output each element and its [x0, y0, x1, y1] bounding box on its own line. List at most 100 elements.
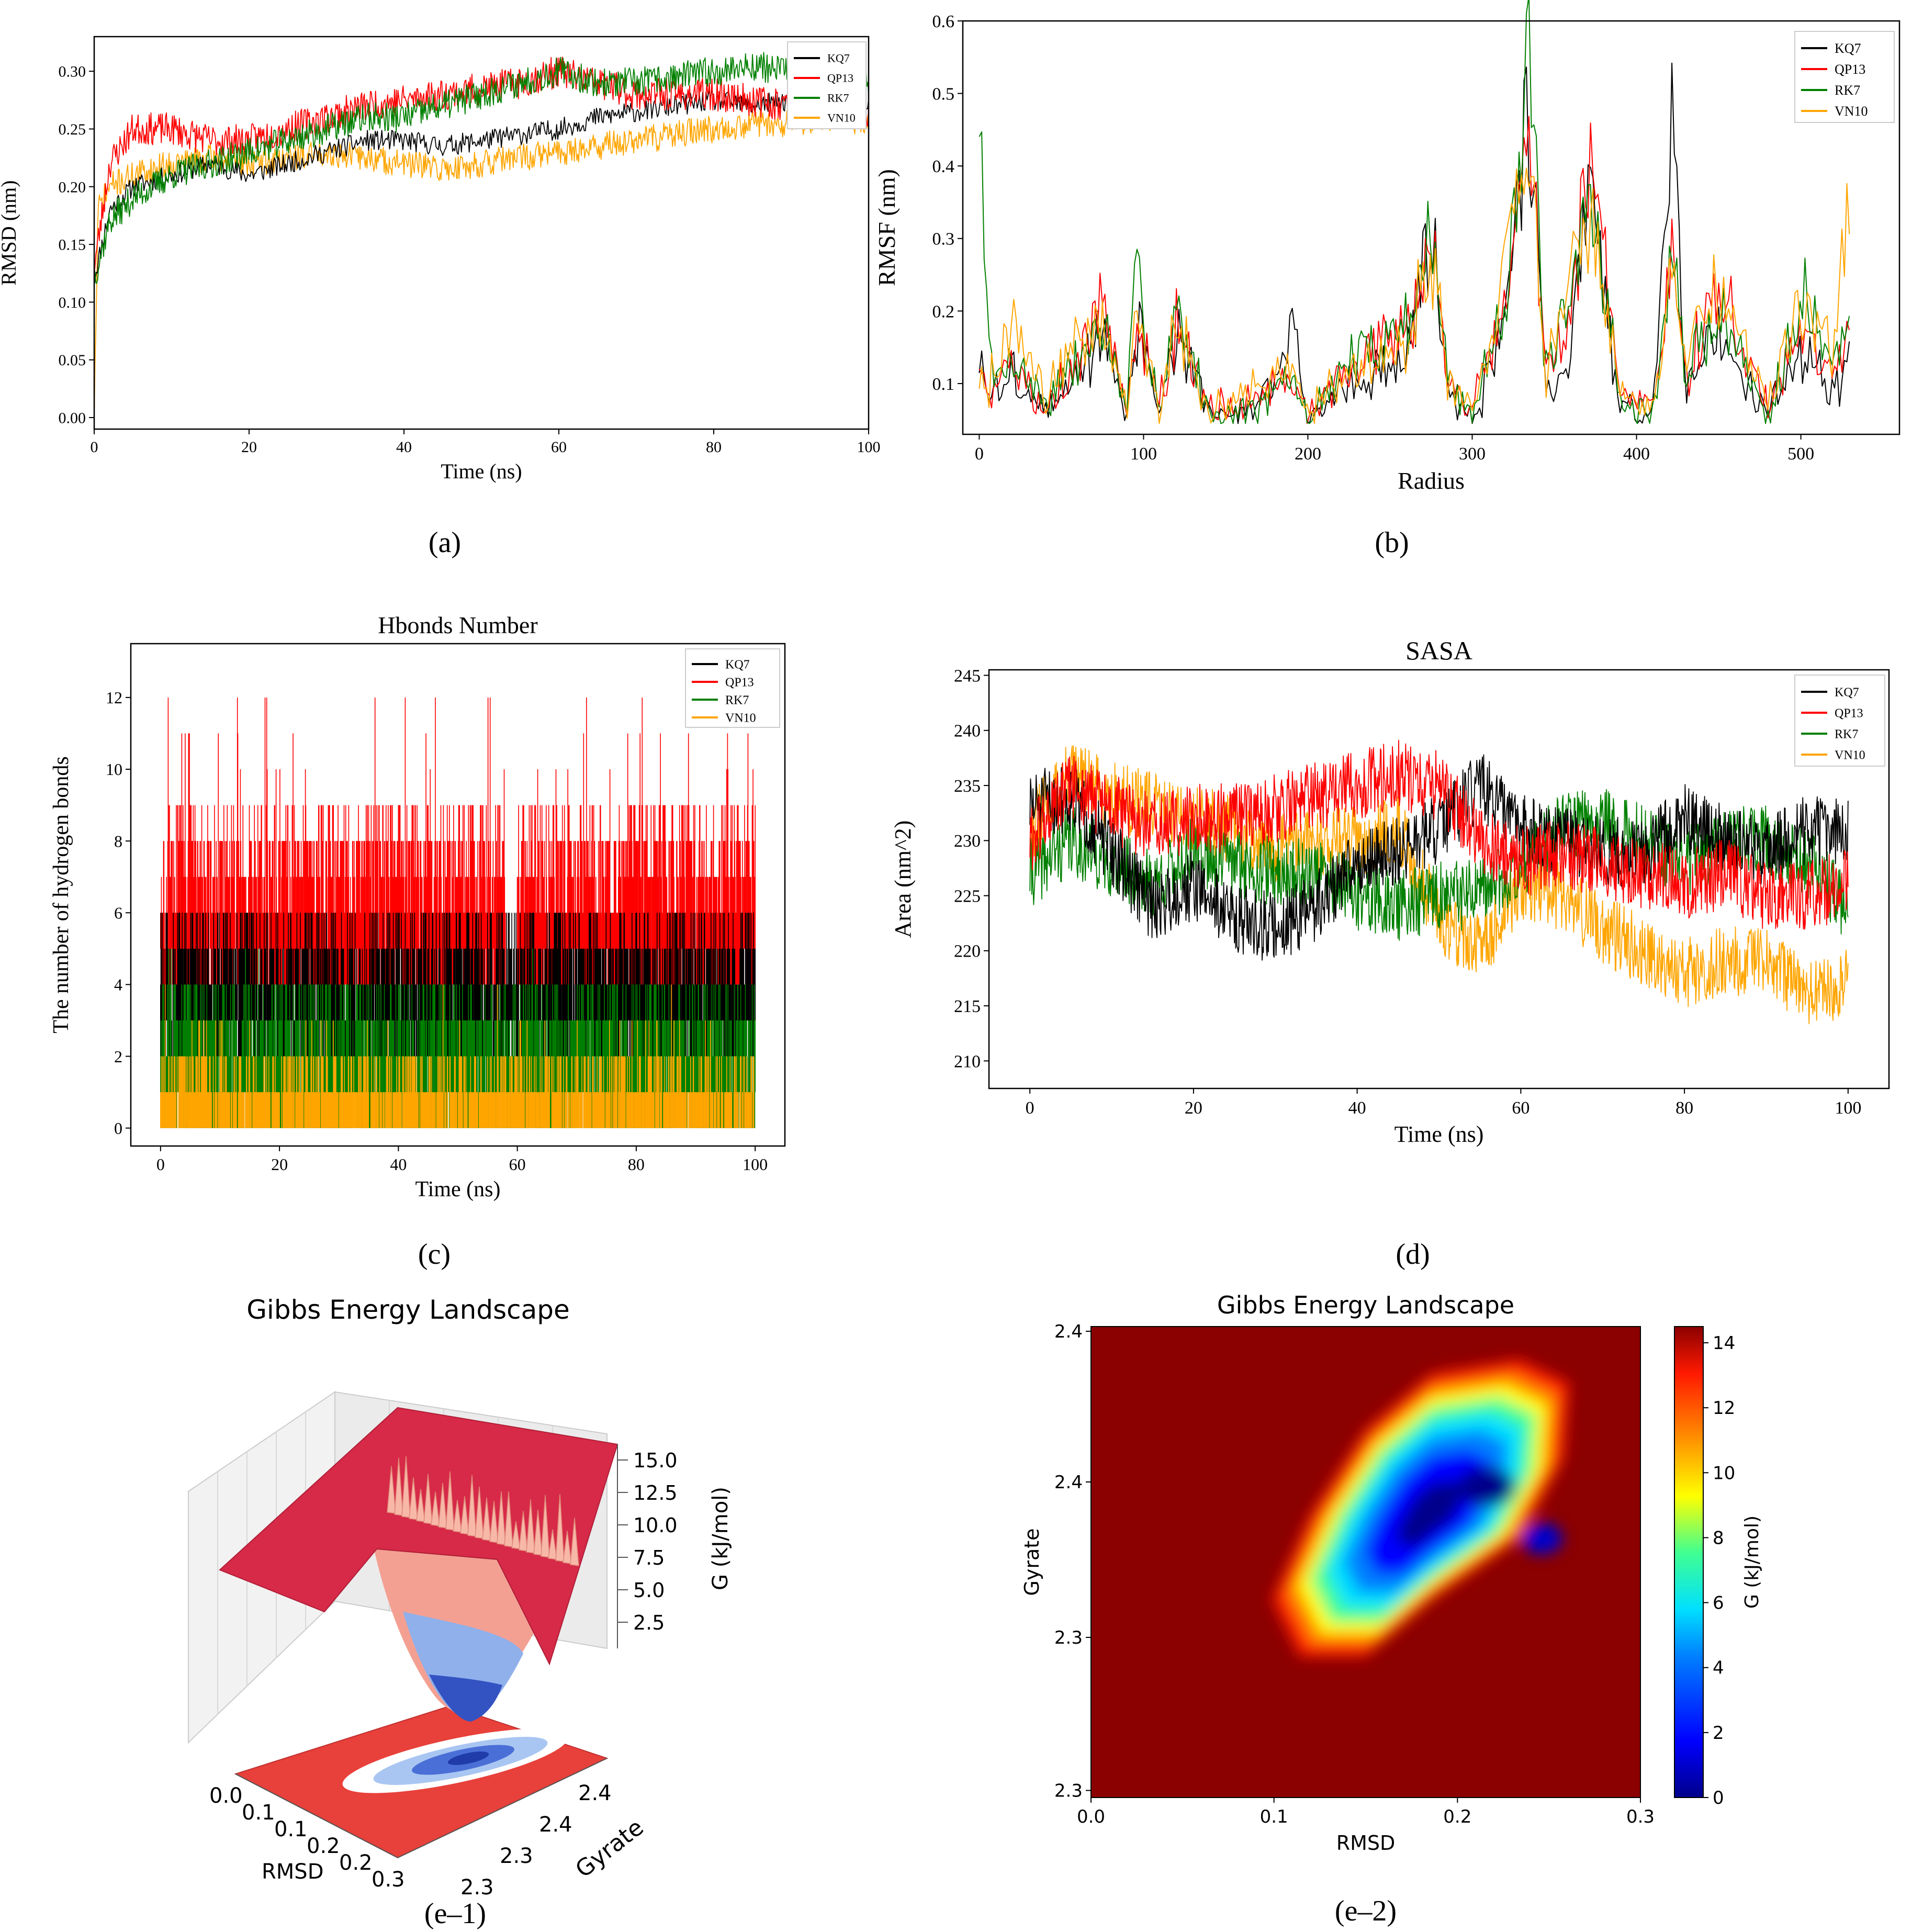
x-tick-label: 0.2 [1443, 1806, 1471, 1827]
surface-spike [555, 1494, 565, 1562]
surface-spike [533, 1509, 543, 1556]
gibbs-3d-chart: Gibbs Energy Landscape 2.5 5.0 7.5 10.0 12.5 1… [188, 1295, 733, 1930]
x-tick-label: 0.0 [209, 1784, 243, 1808]
surface-spike [453, 1500, 462, 1533]
surface-spike [423, 1474, 433, 1524]
x-tick-label: 60 [551, 439, 567, 456]
y-axis-label: Area (nm^2) [890, 821, 916, 938]
surface-spike [409, 1477, 418, 1520]
legend-entry-kq7: KQ7 [1835, 41, 1861, 56]
y-tick-label: 2.3 [460, 1875, 494, 1900]
legend-entry-kq7: KQ7 [725, 658, 750, 671]
y-tick-label: 0.2 [932, 302, 955, 321]
rmsf-chart: 0 100 200 300 400 500 0.1 0.2 0.3 0.4 0.5 0.6 Radius… [873, 0, 1900, 559]
z-axis-label: G (kJ/mol) [709, 1487, 733, 1590]
colorbar-tick-label: 4 [1713, 1658, 1724, 1679]
panel-label-b: (b) [1375, 526, 1409, 559]
plot-frame [1090, 1326, 1641, 1798]
surface-plateau [219, 1407, 618, 1666]
x-tick-label: 20 [241, 439, 257, 456]
surface-spike [467, 1475, 477, 1537]
legend-entry-qp13: QP13 [1835, 62, 1865, 77]
heatmap-cells [1272, 1360, 1569, 1656]
y-axis-label: RMSD (nm) [0, 180, 20, 285]
y-tick-label: 6 [114, 903, 122, 922]
colorbar-label: G (kJ/mol) [1741, 1515, 1763, 1609]
panel-label-c: (c) [418, 1238, 451, 1271]
y-tick-label: 2.4 [539, 1813, 572, 1837]
y-tick-label: 240 [954, 722, 981, 741]
y-tick-label: 0.6 [932, 12, 955, 31]
y-axis-label: The number of hydrogen bonds [49, 756, 73, 1034]
series-line-kq7 [979, 62, 1850, 424]
x-tick-label: 300 [1459, 444, 1486, 464]
y-tick-label: 0.25 [59, 121, 86, 138]
y-tick-label: 0.3 [932, 230, 955, 249]
panel-label-e2: (e–2) [1335, 1895, 1397, 1927]
legend-entry-vn10: VN10 [1835, 748, 1865, 762]
plot-frame [93, 36, 870, 430]
panel-d-sasa: 0 20 40 60 80 100 210 215 220 225 230 235 240 245 Time… [884, 623, 1905, 1277]
legend-entry-vn10: VN10 [1835, 104, 1868, 119]
surface-spike [475, 1486, 484, 1539]
x-tick-label: 0 [156, 1155, 165, 1174]
panel-e2-heatmap: Gibbs Energy Landscape 0.0 0.1 0.2 0.3 2.3 2.3… [1005, 1277, 1769, 1932]
colorbar-tick-label: 8 [1713, 1527, 1724, 1548]
surface-spike [394, 1457, 403, 1516]
y-tick-label: 245 [954, 666, 981, 686]
x-tick-label: 500 [1787, 444, 1814, 464]
y-tick-label: 2 [114, 1047, 122, 1066]
series-line-vn10 [1029, 745, 1849, 1025]
y-tick-label: 12 [106, 688, 122, 707]
series-line-kq7 [1029, 754, 1849, 961]
colorbar-tick-label: 2 [1713, 1723, 1724, 1744]
z-tick-label: 15.0 [633, 1449, 678, 1472]
y-tick-label: 225 [954, 886, 981, 906]
chart-title: Hbonds Number [378, 612, 537, 638]
x-tick-label: 0 [975, 444, 984, 464]
legend-entry-qp13: QP13 [1835, 706, 1863, 720]
surface-spike [519, 1511, 528, 1552]
y-axis-label: Gyrate [570, 1814, 648, 1883]
legend-entry-kq7: KQ7 [1835, 686, 1859, 699]
x-tick-label: 60 [509, 1155, 526, 1174]
plot-frame [962, 20, 1900, 435]
x-tick-label: 0.3 [372, 1868, 405, 1892]
legend-entry-rk7: RK7 [1835, 83, 1860, 98]
legend-entry-rk7: RK7 [725, 693, 749, 707]
y-tick-label: 0.05 [59, 352, 86, 369]
chart-title: SASA [1405, 636, 1472, 665]
z-tick-label: 12.5 [633, 1481, 678, 1504]
legend-box [1794, 31, 1895, 123]
x-tick-label: 20 [271, 1155, 288, 1174]
plot-frame [130, 643, 786, 1147]
floor-contour-ring [447, 1751, 489, 1765]
y-tick-label: 4 [114, 975, 122, 994]
surface-spike [548, 1529, 557, 1560]
panel-label-a: (a) [429, 526, 461, 559]
chart-title: Gibbs Energy Landscape [1217, 1291, 1514, 1319]
y-tick-label: 0 [114, 1119, 122, 1138]
x-tick-label: 0.0 [1077, 1806, 1105, 1827]
series-line-rk7 [979, 0, 1850, 424]
panel-c-hbonds: 0 20 40 60 80 100 0 2 4 6 8 10 12 Time (ns) The number… [42, 602, 827, 1277]
series-line-qp13 [979, 116, 1850, 424]
legend-entry-kq7: KQ7 [827, 52, 850, 65]
surface-spike [504, 1491, 513, 1547]
x-axis-label: Radius [1398, 467, 1465, 494]
plot-frame [988, 669, 1890, 1089]
x-tick-label: 40 [390, 1155, 407, 1174]
y-tick-label: 0.00 [59, 409, 86, 426]
x-axis-label: Time (ns) [415, 1177, 501, 1201]
y-tick-label: 0.30 [59, 63, 86, 81]
z-tick-label: 10.0 [633, 1514, 678, 1537]
z-tick-label: 2.5 [633, 1611, 665, 1634]
legend-entry-vn10: VN10 [827, 111, 856, 125]
x-tick-label: 40 [396, 439, 412, 456]
x-tick-label: 0 [91, 439, 98, 456]
series-line-rk7 [94, 52, 869, 287]
panel-b-rmsf: 0 100 200 300 400 500 0.1 0.2 0.3 0.4 0.5 0.6 Radius… [873, 0, 1905, 565]
y-tick-label: 0.5 [932, 84, 955, 104]
y-tick-label: 10 [106, 760, 122, 779]
y-tick-label: 230 [954, 832, 981, 851]
